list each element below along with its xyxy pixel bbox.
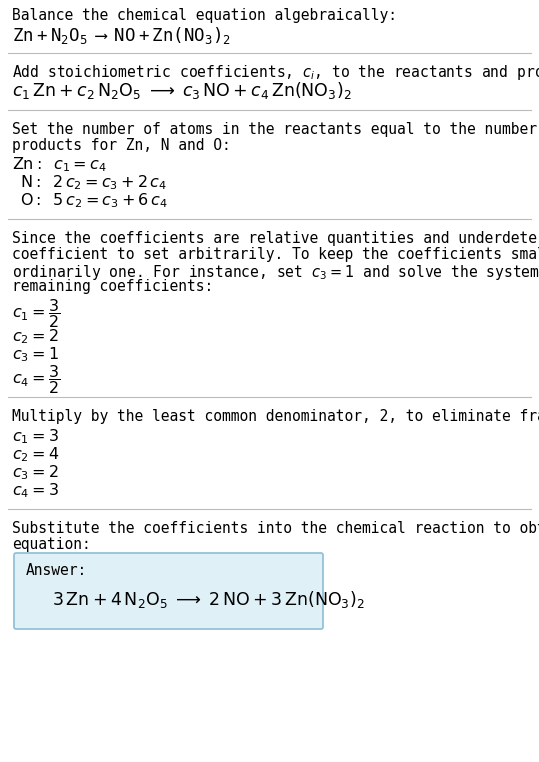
- Text: equation:: equation:: [12, 537, 91, 552]
- Text: $\mathrm{N{:}}\;\; 2\,c_2 = c_3 + 2\,c_4$: $\mathrm{N{:}}\;\; 2\,c_2 = c_3 + 2\,c_4…: [20, 173, 167, 192]
- Text: Substitute the coefficients into the chemical reaction to obtain the balanced: Substitute the coefficients into the che…: [12, 521, 539, 536]
- Text: ordinarily one. For instance, set $c_3 = 1$ and solve the system of equations fo: ordinarily one. For instance, set $c_3 =…: [12, 263, 539, 282]
- Text: $c_4 = \dfrac{3}{2}$: $c_4 = \dfrac{3}{2}$: [12, 363, 60, 396]
- Text: $\mathrm{Zn{:}}\;\;  c_1 = c_4$: $\mathrm{Zn{:}}\;\; c_1 = c_4$: [12, 155, 107, 174]
- Text: $c_1\,\mathrm{Zn} + c_2\,\mathrm{N_2O_5} \;\longrightarrow\; c_3\,\mathrm{NO} + : $c_1\,\mathrm{Zn} + c_2\,\mathrm{N_2O_5}…: [12, 80, 351, 101]
- Text: Add stoichiometric coefficients, $c_i$, to the reactants and products:: Add stoichiometric coefficients, $c_i$, …: [12, 63, 539, 82]
- Text: $3\,\mathrm{Zn} + 4\,\mathrm{N_2O_5} \;\longrightarrow\; 2\,\mathrm{NO} + 3\,\ma: $3\,\mathrm{Zn} + 4\,\mathrm{N_2O_5} \;\…: [52, 589, 364, 610]
- Text: $c_1 = \dfrac{3}{2}$: $c_1 = \dfrac{3}{2}$: [12, 297, 60, 330]
- Text: $c_4 = 3$: $c_4 = 3$: [12, 481, 59, 500]
- Text: remaining coefficients:: remaining coefficients:: [12, 279, 213, 294]
- Text: products for Zn, N and O:: products for Zn, N and O:: [12, 138, 231, 153]
- Text: coefficient to set arbitrarily. To keep the coefficients small, the arbitrary va: coefficient to set arbitrarily. To keep …: [12, 247, 539, 262]
- Text: $\mathtt{Zn + N_2O_5 \;\longrightarrow\; NO + Zn(NO_3)_2}$: $\mathtt{Zn + N_2O_5 \;\longrightarrow\;…: [12, 25, 231, 46]
- Text: $\mathrm{O{:}}\;\; 5\,c_2 = c_3 + 6\,c_4$: $\mathrm{O{:}}\;\; 5\,c_2 = c_3 + 6\,c_4…: [20, 191, 168, 210]
- Text: Since the coefficients are relative quantities and underdetermined, choose a: Since the coefficients are relative quan…: [12, 231, 539, 246]
- Text: Set the number of atoms in the reactants equal to the number of atoms in the: Set the number of atoms in the reactants…: [12, 122, 539, 137]
- Text: $c_1 = 3$: $c_1 = 3$: [12, 427, 59, 446]
- Text: $c_2 = 4$: $c_2 = 4$: [12, 445, 59, 464]
- Text: $c_2 = 2$: $c_2 = 2$: [12, 327, 59, 346]
- Text: $c_3 = 1$: $c_3 = 1$: [12, 345, 59, 363]
- Text: Answer:: Answer:: [26, 563, 87, 578]
- Text: Balance the chemical equation algebraically:: Balance the chemical equation algebraica…: [12, 8, 397, 23]
- FancyBboxPatch shape: [14, 553, 323, 629]
- Text: Multiply by the least common denominator, 2, to eliminate fractional coefficient: Multiply by the least common denominator…: [12, 409, 539, 424]
- Text: $c_3 = 2$: $c_3 = 2$: [12, 463, 59, 482]
